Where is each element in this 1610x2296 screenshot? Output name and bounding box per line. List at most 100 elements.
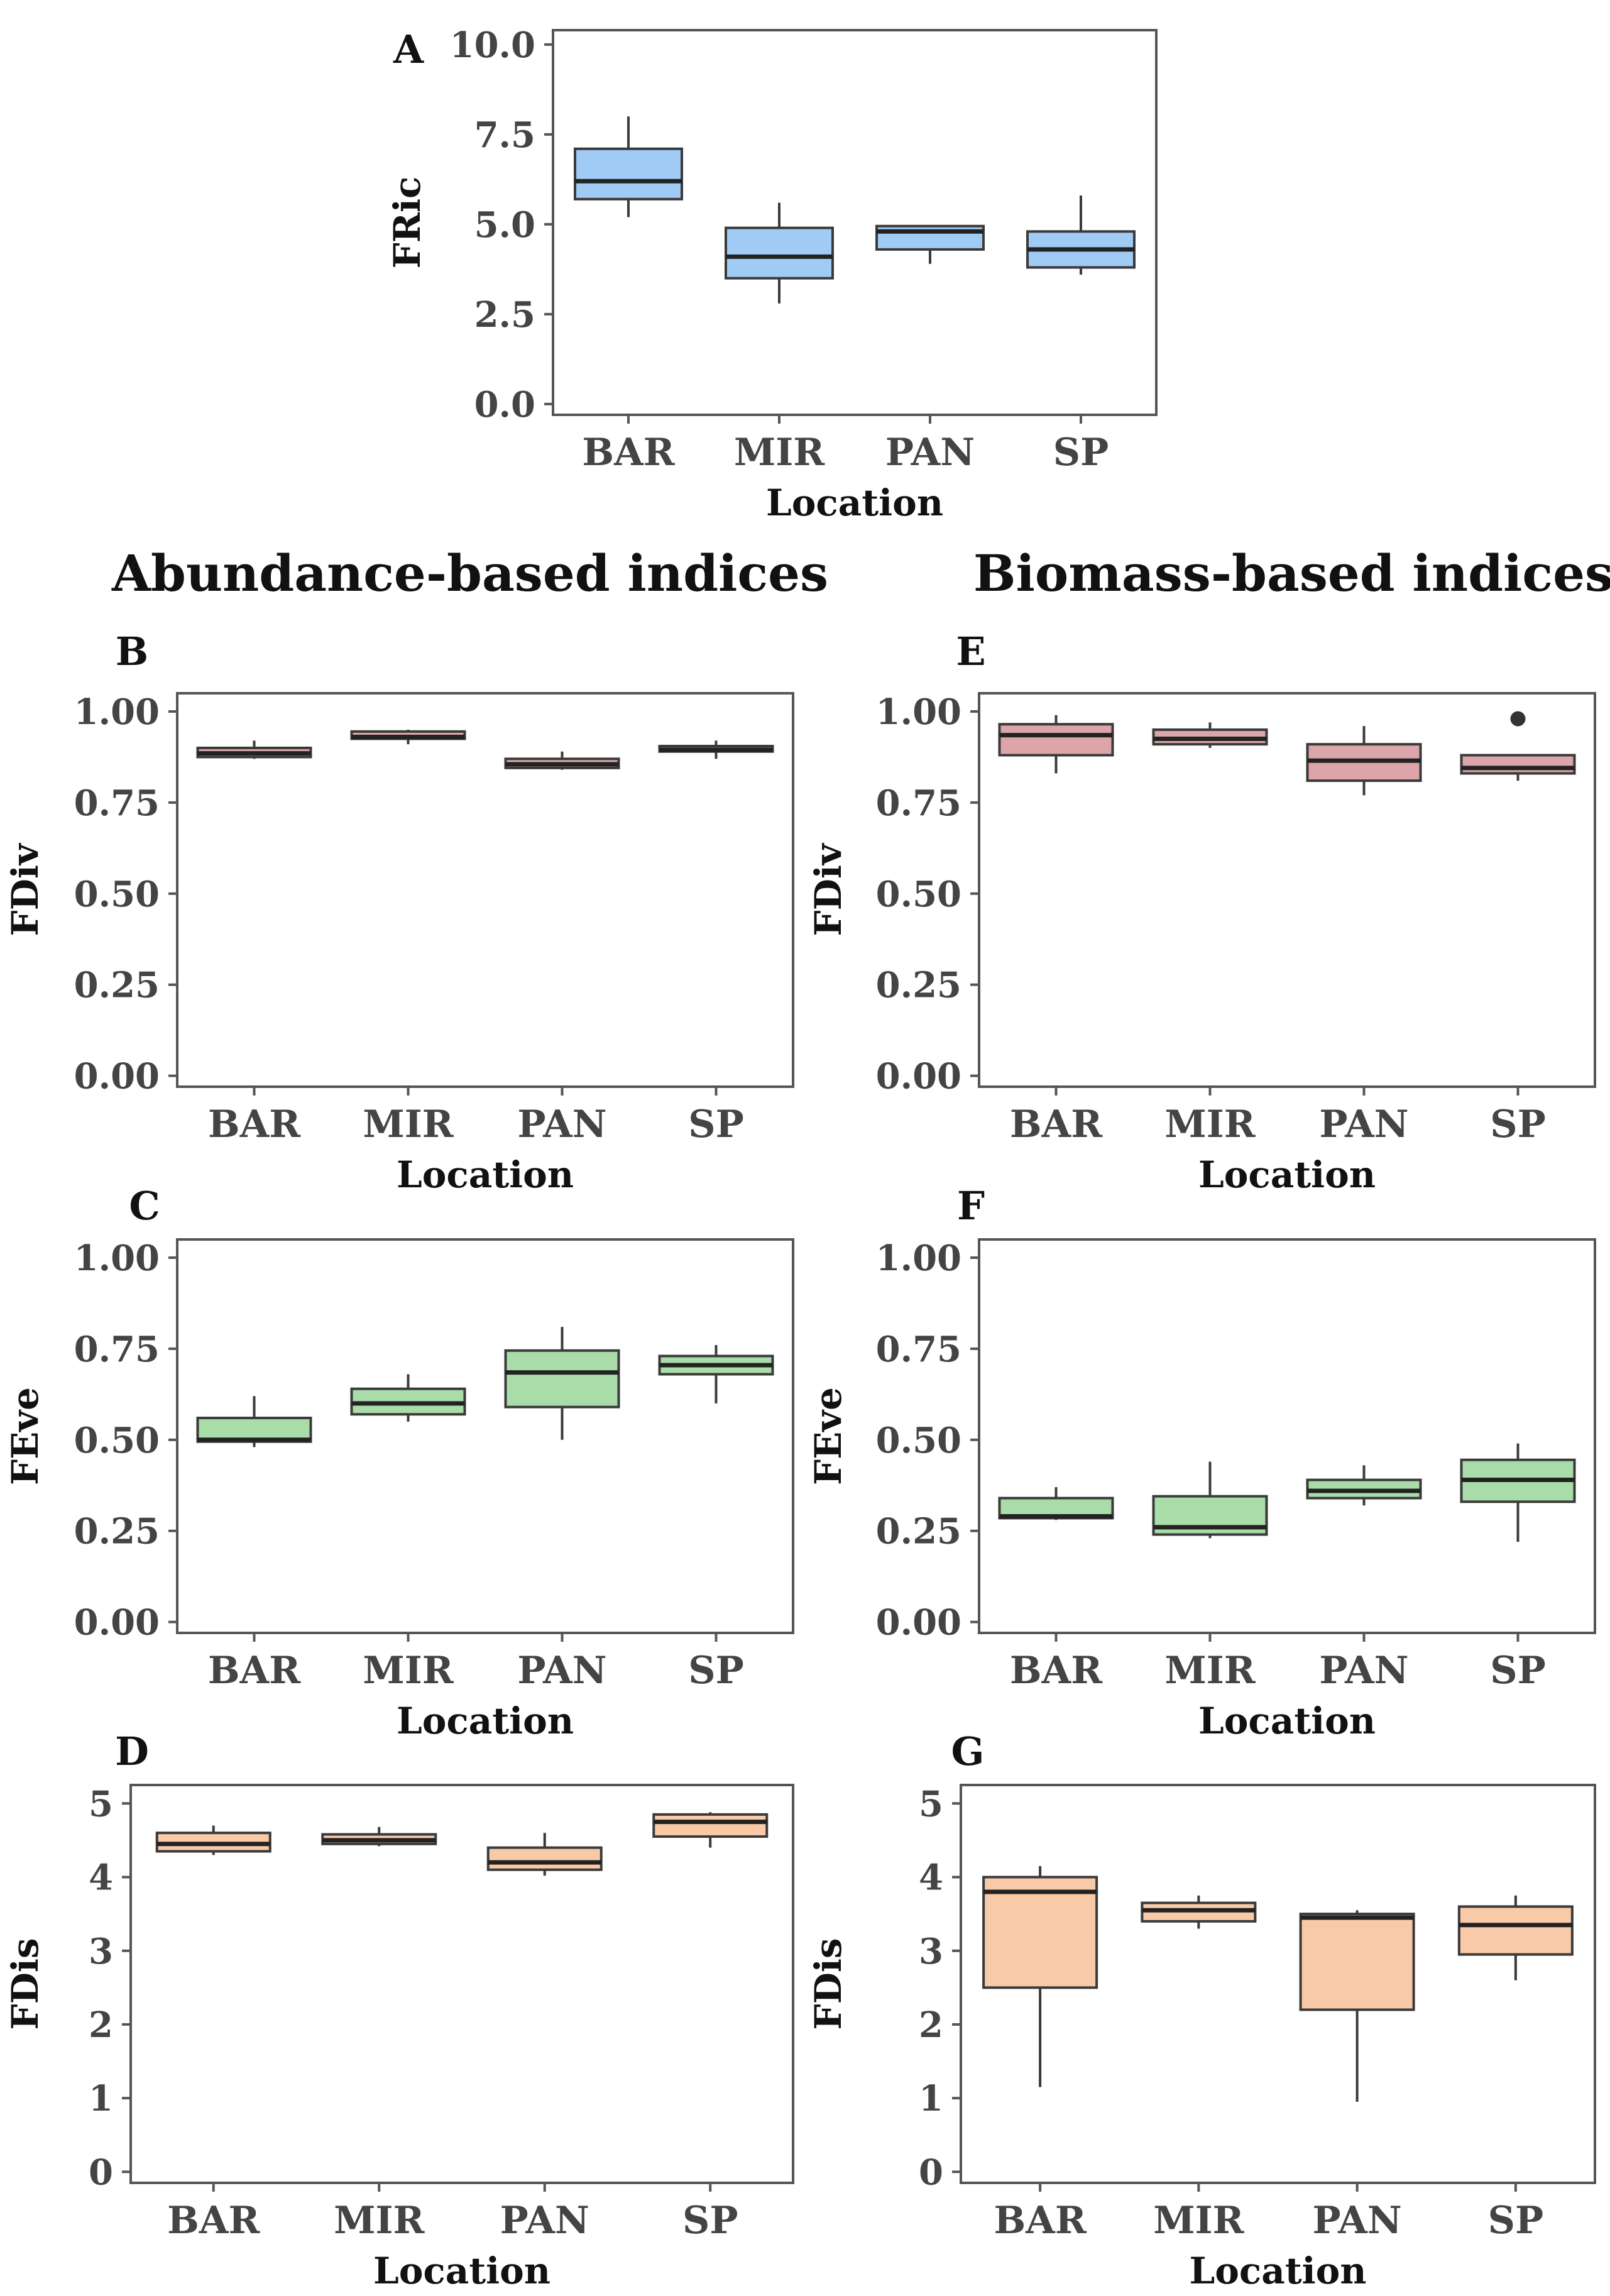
panel-g: 0 1 2 3 4 5 BAR MIR PAN SP Location FDis G: [807, 1728, 1596, 2292]
y-tick-label: 1.00: [876, 1238, 961, 1279]
panel-label-c: C: [129, 1183, 160, 1229]
y-tick-label: 5: [919, 1783, 943, 1825]
y-tick-label: 4: [919, 1857, 943, 1899]
y-tick-label: 2.5: [474, 294, 535, 336]
panel-label-d: D: [115, 1728, 149, 1774]
panel-f: 0.00 0.25 0.50 0.75 1.00 BAR MIR PAN SP Location F…: [807, 1183, 1596, 1742]
y-tick-label: 0: [89, 2151, 113, 2193]
y-tick-label: 0.0: [474, 384, 535, 426]
x-axis-title: Location: [373, 2249, 550, 2292]
y-tick-label: 0.25: [74, 1511, 160, 1552]
panel-c: 0.00 0.25 0.50 0.75 1.00 BAR MIR PAN SP Location F…: [4, 1183, 794, 1742]
x-tick-label-pan: PAN: [1319, 1102, 1408, 1146]
x-tick-label-bar: BAR: [167, 2199, 260, 2243]
y-axis-title: FDis: [807, 1938, 850, 2030]
x-tick-label-bar: BAR: [208, 1102, 301, 1146]
panel-d: 0 1 2 3 4 5 BAR MIR PAN SP Location FDis D: [4, 1728, 794, 2292]
x-tick-label-mir: MIR: [1164, 1102, 1256, 1146]
y-tick-label: 10.0: [450, 25, 535, 66]
y-tick-label: 1: [919, 2078, 943, 2119]
y-tick-label: 0.00: [74, 1056, 160, 1097]
y-tick-label: 7.5: [474, 114, 535, 156]
x-axis-title: Location: [1189, 2249, 1366, 2292]
x-tick-label-sp: SP: [1490, 1102, 1545, 1146]
x-tick-label-pan: PAN: [500, 2199, 589, 2243]
y-tick-label: 4: [89, 1857, 113, 1899]
y-tick-label: 0.50: [74, 874, 160, 915]
x-tick-label-bar: BAR: [994, 2199, 1087, 2243]
box-pan: [486, 1846, 603, 1871]
x-tick-label-mir: MIR: [363, 1102, 454, 1146]
y-tick-label: 0.75: [876, 783, 961, 824]
x-tick-label-pan: PAN: [1319, 1649, 1408, 1693]
x-tick-label-pan: PAN: [885, 431, 975, 475]
y-tick-label: 0.25: [876, 1511, 961, 1552]
y-tick-label: 0.00: [876, 1602, 961, 1644]
y-tick-label: 0.75: [74, 1329, 160, 1370]
y-tick-label: 0.25: [74, 965, 160, 1006]
x-tick-label-mir: MIR: [334, 2199, 425, 2243]
x-tick-label-mir: MIR: [734, 431, 825, 475]
x-tick-label-sp: SP: [1488, 2199, 1543, 2243]
y-tick-label: 0.75: [74, 783, 160, 824]
y-tick-label: 0.00: [74, 1602, 160, 1644]
panel-label-g: G: [951, 1728, 985, 1774]
x-axis-title: Location: [766, 481, 943, 524]
panel-frame: [176, 692, 794, 1088]
y-tick-label: 2: [89, 2004, 113, 2046]
outlier-sp: [1510, 711, 1526, 727]
box-sp: [1457, 1905, 1574, 1956]
panel-frame: [552, 29, 1158, 416]
panel-e: 0.00 0.25 0.50 0.75 1.00 BAR MIR PAN SP Location F…: [807, 629, 1596, 1196]
x-tick-label-bar: BAR: [582, 431, 675, 475]
y-axis-title: FEve: [807, 1387, 850, 1485]
panel-label-a: A: [393, 26, 424, 72]
y-tick-label: 2: [919, 2004, 943, 2046]
y-tick-label: 1.00: [876, 691, 961, 733]
panel-a: 0.0 2.5 5.0 7.5 10.0 BAR MIR PAN SP Location FRic A: [386, 25, 1158, 524]
x-tick-label-pan: PAN: [517, 1102, 606, 1146]
y-axis-title: FDiv: [4, 842, 47, 937]
x-axis-title: Location: [397, 1153, 574, 1196]
y-axis-title: FEve: [4, 1387, 47, 1485]
box-bar: [982, 1876, 1098, 1989]
x-tick-label-sp: SP: [682, 2199, 738, 2243]
panels: 0.0 2.5 5.0 7.5 10.0 BAR MIR PAN SP Location FRic A…: [4, 25, 1596, 2292]
x-tick-label-mir: MIR: [363, 1649, 454, 1693]
box-bar: [574, 147, 683, 200]
x-axis-title: Location: [397, 1700, 574, 1742]
box-sp: [652, 1813, 769, 1838]
y-axis-title: FDis: [4, 1938, 47, 2030]
y-tick-label: 0.25: [876, 965, 961, 1006]
x-tick-label-bar: BAR: [208, 1649, 301, 1693]
panel-frame: [129, 1784, 794, 2184]
x-tick-label-mir: MIR: [1153, 2199, 1244, 2243]
y-axis-title: FDiv: [807, 842, 850, 937]
x-tick-label-bar: BAR: [1010, 1102, 1103, 1146]
y-tick-label: 0.50: [876, 874, 961, 915]
box-sp: [1460, 754, 1576, 775]
y-tick-label: 1.00: [74, 1238, 160, 1279]
y-tick-label: 3: [919, 1931, 943, 1972]
x-tick-label-bar: BAR: [1010, 1649, 1103, 1693]
x-tick-label-mir: MIR: [1164, 1649, 1256, 1693]
box-mir: [725, 226, 834, 280]
panel-frame: [960, 1784, 1596, 2184]
y-tick-label: 0.50: [876, 1420, 961, 1461]
y-tick-label: 0.75: [876, 1329, 961, 1370]
y-tick-label: 0: [919, 2151, 943, 2193]
box-pan: [1299, 1913, 1415, 2011]
y-axis-title: FRic: [386, 177, 429, 269]
y-tick-label: 3: [89, 1931, 113, 1972]
panel-frame: [978, 1238, 1596, 1634]
y-tick-label: 5.0: [474, 204, 535, 246]
panel-label-b: B: [116, 629, 148, 674]
x-tick-label-sp: SP: [1490, 1649, 1545, 1693]
y-tick-label: 0.00: [876, 1056, 961, 1097]
x-tick-label-sp: SP: [1053, 431, 1109, 475]
abundance-heading: Abundance-based indices: [111, 544, 828, 603]
panel-label-e: E: [956, 629, 985, 674]
panel-b: 0.00 0.25 0.50 0.75 1.00 BAR MIR PAN SP Location F…: [4, 629, 794, 1196]
panel-frame: [978, 692, 1596, 1088]
x-axis-title: Location: [1198, 1700, 1376, 1742]
